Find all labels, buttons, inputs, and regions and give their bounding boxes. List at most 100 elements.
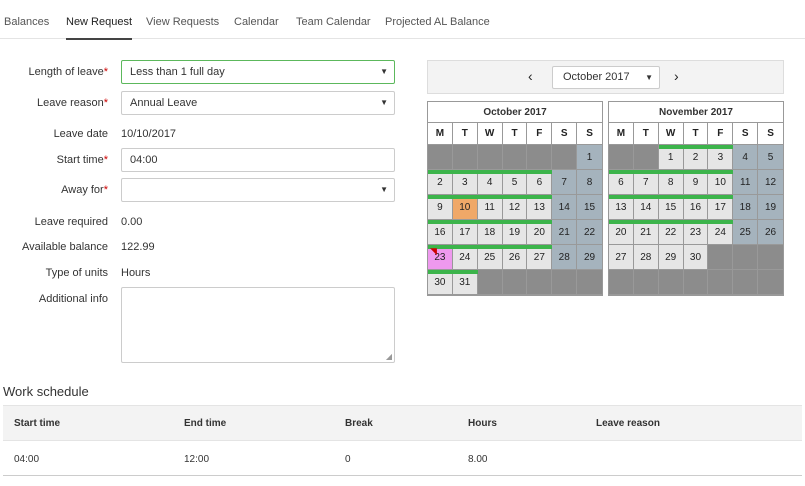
tab-team-calendar[interactable]: Team Calendar <box>296 16 371 28</box>
calendar-day[interactable]: 24 <box>708 220 734 245</box>
leave-reason-select[interactable]: Annual Leave ▼ <box>121 91 395 115</box>
calendar-day[interactable]: 14 <box>633 195 659 220</box>
work-schedule-title: Work schedule <box>3 384 89 399</box>
start-time-input[interactable]: 04:00 <box>121 148 395 172</box>
calendar-day[interactable]: 23 ◥ <box>428 245 453 270</box>
calendar-day[interactable]: 5 <box>502 170 528 195</box>
calendar-day[interactable]: 3 <box>708 145 734 170</box>
day-number: 8 <box>667 177 674 188</box>
calendar-day[interactable]: 3 <box>452 170 478 195</box>
calendar-day[interactable]: 11 <box>477 195 503 220</box>
calendar-day[interactable]: 27 <box>609 245 634 270</box>
calendar-day[interactable]: 20 <box>609 220 634 245</box>
schedule-bar <box>633 170 659 174</box>
tab-balances[interactable]: Balances <box>4 16 50 28</box>
calendar-day[interactable]: 11 <box>733 170 759 195</box>
calendar-day[interactable]: 28 <box>633 245 659 270</box>
calendar-day[interactable]: 16 <box>683 195 709 220</box>
calendar-day[interactable]: 19 <box>758 195 783 220</box>
calendar-empty-cell <box>633 270 659 295</box>
next-month-icon[interactable]: › <box>674 68 679 84</box>
calendar-day[interactable]: 14 <box>552 195 578 220</box>
calendar-day[interactable]: 27 <box>527 245 553 270</box>
day-number: 30 <box>689 252 702 263</box>
calendar-day[interactable]: 26 <box>758 220 783 245</box>
calendar-day[interactable]: 31 <box>452 270 478 295</box>
calendar-empty-cell <box>477 270 503 295</box>
calendar-day[interactable]: 17 <box>708 195 734 220</box>
calendar-empty-cell <box>633 145 659 170</box>
calendar-day[interactable]: 4 <box>477 170 503 195</box>
calendar-day[interactable]: 10 <box>452 195 478 220</box>
calendar-day[interactable]: 19 <box>502 220 528 245</box>
leave-date-value: 10/10/2017 <box>121 128 177 140</box>
calendar-day[interactable]: 13 <box>527 195 553 220</box>
away-for-select[interactable]: ▼ <box>121 178 395 202</box>
leave-reason-label: Leave reason* <box>37 97 108 109</box>
calendar-day[interactable]: 1 <box>577 145 602 170</box>
calendar-day[interactable]: 30 <box>683 245 709 270</box>
length-of-leave-select[interactable]: Less than 1 full day ▼ <box>121 60 395 84</box>
calendar-day[interactable]: 18 <box>477 220 503 245</box>
calendar-day[interactable]: 25 <box>477 245 503 270</box>
calendar-day[interactable]: 10 <box>708 170 734 195</box>
calendar-day[interactable]: 4 <box>733 145 759 170</box>
calendar-day[interactable]: 8 <box>577 170 602 195</box>
calendar-day[interactable]: 2 <box>428 170 453 195</box>
calendar-day[interactable]: 7 <box>552 170 578 195</box>
calendar-day[interactable]: 18 <box>733 195 759 220</box>
calendar-day[interactable]: 2 <box>683 145 709 170</box>
day-number: 4 <box>486 177 493 188</box>
tab-calendar[interactable]: Calendar <box>234 16 279 28</box>
day-number: 20 <box>533 227 545 238</box>
calendar-day[interactable]: 8 <box>658 170 684 195</box>
calendar-day[interactable]: 9 <box>428 195 453 220</box>
tab-projected-al-balance[interactable]: Projected AL Balance <box>385 16 490 28</box>
additional-info-textarea[interactable]: ◢ <box>121 287 395 363</box>
calendar-day[interactable]: 1 <box>658 145 684 170</box>
calendar-day[interactable]: 22 <box>658 220 684 245</box>
day-number: 2 <box>437 177 443 188</box>
calendar-day[interactable]: 6 <box>609 170 634 195</box>
schedule-bar <box>658 195 684 199</box>
schedule-bar <box>428 170 453 174</box>
schedule-bar <box>477 220 503 224</box>
calendar-day[interactable]: 28 <box>552 245 578 270</box>
calendar-day[interactable]: 17 <box>452 220 478 245</box>
calendar-day[interactable]: 30 <box>428 270 453 295</box>
leave-required-value: 0.00 <box>121 216 143 228</box>
calendar-day[interactable]: 9 <box>683 170 709 195</box>
calendar-day[interactable]: 25 <box>733 220 759 245</box>
day-number: 22 <box>665 227 677 238</box>
calendar-day[interactable]: 21 <box>552 220 578 245</box>
calendar-day[interactable]: 22 <box>577 220 602 245</box>
calendar-day[interactable]: 15 <box>577 195 602 220</box>
calendar-day[interactable]: 15 <box>658 195 684 220</box>
calendar-day[interactable]: 12 <box>502 195 528 220</box>
day-number: 2 <box>692 152 699 163</box>
calendar-day[interactable]: 6 <box>527 170 553 195</box>
tab-new-request[interactable]: New Request <box>66 16 133 40</box>
month-select[interactable]: October 2017 ▼ <box>552 66 660 89</box>
day-number: 26 <box>765 227 777 238</box>
day-number: 7 <box>642 177 649 188</box>
day-number: 6 <box>536 177 543 188</box>
prev-month-icon[interactable]: ‹ <box>528 68 533 84</box>
calendar-day[interactable]: 29 <box>658 245 684 270</box>
calendar-day[interactable]: 16 <box>428 220 453 245</box>
month-november-2017: November 2017 M T W T F S S 1 2 3 4 5 6 7 8 9 10 11 12 13 14… <box>608 101 784 296</box>
calendar-day[interactable]: 29 <box>577 245 602 270</box>
resize-grip-icon[interactable]: ◢ <box>385 352 392 361</box>
calendar-day[interactable]: 13 <box>609 195 634 220</box>
calendar-day[interactable]: 23 <box>683 220 709 245</box>
calendar-day[interactable]: 24 <box>452 245 478 270</box>
calendar-day[interactable]: 26 <box>502 245 528 270</box>
calendar-day[interactable]: 5 <box>758 145 783 170</box>
calendar-day[interactable]: 7 <box>633 170 659 195</box>
calendar-day[interactable]: 20 <box>527 220 553 245</box>
tab-view-requests[interactable]: View Requests <box>146 16 220 28</box>
calendar-day[interactable]: 21 <box>633 220 659 245</box>
calendar-day[interactable]: 12 <box>758 170 783 195</box>
weekday-header: W <box>477 123 503 145</box>
weekday-header: S <box>552 123 578 145</box>
